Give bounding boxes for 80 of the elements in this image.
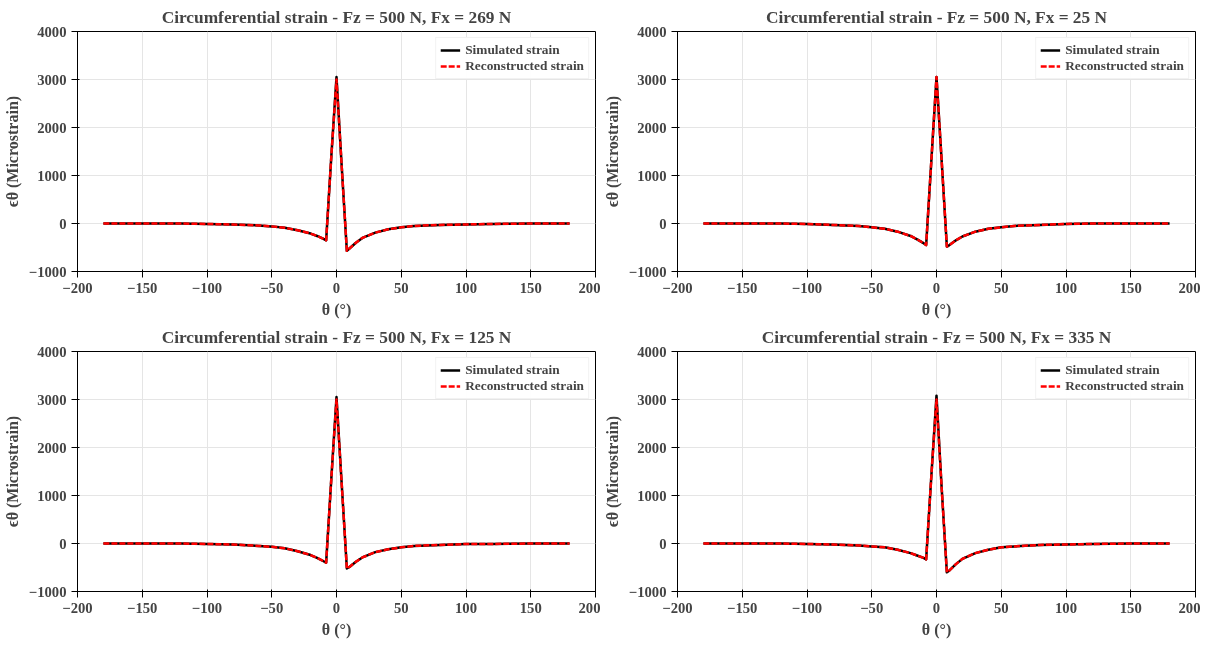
x-tick-label: −100 [191, 599, 223, 616]
y-axis-title: ϵθ (Microstrain) [3, 415, 22, 528]
x-tick-label: −50 [860, 279, 884, 296]
chart-title: Circumferential strain - Fz = 500 N, Fx = 269 N [161, 7, 512, 27]
x-tick-label: 200 [578, 599, 601, 616]
x-tick-label: −200 [62, 599, 93, 616]
chart-title: Circumferential strain - Fz = 500 N, Fx = 335 N [761, 327, 1112, 347]
x-tick-label: −100 [191, 279, 223, 296]
legend-label: Simulated strain [465, 362, 560, 378]
x-tick-label: −200 [62, 279, 93, 296]
y-tick-label: 0 [659, 535, 667, 552]
y-tick-label: 3000 [37, 71, 67, 88]
y-tick-label: 0 [59, 535, 67, 552]
x-tick-label: −100 [791, 599, 823, 616]
y-tick-label: 1000 [37, 487, 67, 504]
x-tick-label: 0 [932, 599, 941, 616]
y-tick-label: −1000 [28, 263, 67, 280]
x-tick-label: −150 [727, 279, 758, 296]
y-tick-label: 1000 [637, 167, 667, 184]
y-tick-label: 2000 [637, 439, 667, 456]
x-tick-label: −50 [260, 599, 284, 616]
y-tick-label: 2000 [37, 119, 67, 136]
y-tick-label: 1000 [637, 487, 667, 504]
x-tick-label: 50 [393, 279, 409, 296]
x-tick-label: 50 [993, 279, 1009, 296]
x-tick-label: 150 [519, 599, 542, 616]
legend-label: Simulated strain [465, 42, 560, 58]
y-axis-title: ϵθ (Microstrain) [603, 95, 622, 208]
x-tick-label: 200 [1178, 279, 1201, 296]
x-tick-label: 100 [1055, 599, 1077, 616]
x-axis-title: θ (°) [321, 620, 352, 639]
x-tick-label: 200 [578, 279, 601, 296]
x-tick-label: −200 [662, 599, 693, 616]
legend-label: Simulated strain [1065, 42, 1160, 58]
x-axis-title: θ (°) [921, 620, 952, 639]
y-tick-label: 3000 [637, 391, 667, 408]
x-tick-label: −150 [727, 599, 758, 616]
y-tick-label: 0 [59, 215, 67, 232]
y-tick-label: 4000 [37, 23, 67, 40]
y-tick-label: −1000 [628, 583, 667, 600]
x-tick-label: 150 [1119, 279, 1142, 296]
x-tick-label: 0 [332, 279, 341, 296]
x-tick-label: 200 [1178, 599, 1201, 616]
legend-label: Reconstructed strain [1065, 378, 1184, 394]
y-tick-label: 4000 [637, 343, 667, 360]
chart-title: Circumferential strain - Fz = 500 N, Fx = 125 N [161, 327, 512, 347]
x-tick-label: −150 [127, 599, 158, 616]
x-tick-label: 100 [455, 599, 477, 616]
y-tick-label: 2000 [637, 119, 667, 136]
y-tick-label: 3000 [637, 71, 667, 88]
x-tick-label: 100 [455, 279, 477, 296]
y-axis-title: ϵθ (Microstrain) [603, 415, 622, 528]
legend-label: Simulated strain [1065, 362, 1160, 378]
y-axis-title: ϵθ (Microstrain) [3, 95, 22, 208]
y-tick-label: 3000 [37, 391, 67, 408]
y-tick-label: 2000 [37, 439, 67, 456]
x-tick-label: 0 [332, 599, 341, 616]
y-tick-label: −1000 [28, 583, 67, 600]
legend-label: Reconstructed strain [465, 58, 584, 74]
chart-title: Circumferential strain - Fz = 500 N, Fx = 25 N [765, 7, 1108, 27]
legend-label: Reconstructed strain [1065, 58, 1184, 74]
x-tick-label: 100 [1055, 279, 1077, 296]
x-tick-label: −50 [260, 279, 284, 296]
y-tick-label: −1000 [628, 263, 667, 280]
y-tick-label: 0 [659, 215, 667, 232]
x-tick-label: 150 [1119, 599, 1142, 616]
x-tick-label: 150 [519, 279, 542, 296]
x-axis-title: θ (°) [921, 300, 952, 319]
y-tick-label: 1000 [37, 167, 67, 184]
x-axis-title: θ (°) [321, 300, 352, 319]
y-tick-label: 4000 [637, 23, 667, 40]
x-tick-label: 0 [932, 279, 941, 296]
y-tick-label: 4000 [37, 343, 67, 360]
x-tick-label: 50 [993, 599, 1009, 616]
legend-label: Reconstructed strain [465, 378, 584, 394]
x-tick-label: 50 [393, 599, 409, 616]
x-tick-label: −100 [791, 279, 823, 296]
x-tick-label: −150 [127, 279, 158, 296]
x-tick-label: −200 [662, 279, 693, 296]
x-tick-label: −50 [860, 599, 884, 616]
